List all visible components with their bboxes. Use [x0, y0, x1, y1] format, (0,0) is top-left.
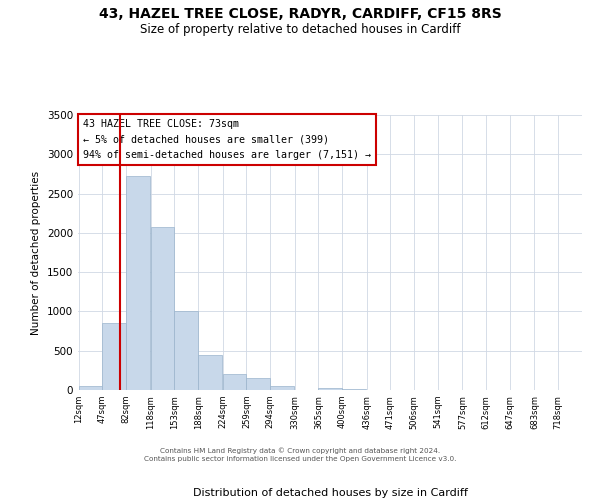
Bar — [151, 228, 175, 390]
Text: 43 HAZEL TREE CLOSE: 73sqm
← 5% of detached houses are smaller (399)
94% of semi: 43 HAZEL TREE CLOSE: 73sqm ← 5% of detac… — [83, 119, 371, 160]
Bar — [319, 388, 342, 390]
Text: 43, HAZEL TREE CLOSE, RADYR, CARDIFF, CF15 8RS: 43, HAZEL TREE CLOSE, RADYR, CARDIFF, CF… — [98, 8, 502, 22]
Bar — [198, 354, 222, 390]
Bar — [103, 323, 126, 390]
Bar — [175, 310, 198, 390]
Y-axis label: Number of detached properties: Number of detached properties — [31, 170, 41, 334]
Bar — [247, 378, 270, 390]
Bar — [223, 374, 247, 390]
Bar — [342, 389, 366, 390]
Bar — [270, 386, 294, 390]
Bar — [79, 386, 103, 390]
Bar — [126, 176, 150, 390]
Text: Contains HM Land Registry data © Crown copyright and database right 2024.
Contai: Contains HM Land Registry data © Crown c… — [144, 448, 456, 462]
Text: Size of property relative to detached houses in Cardiff: Size of property relative to detached ho… — [140, 22, 460, 36]
Text: Distribution of detached houses by size in Cardiff: Distribution of detached houses by size … — [193, 488, 467, 498]
